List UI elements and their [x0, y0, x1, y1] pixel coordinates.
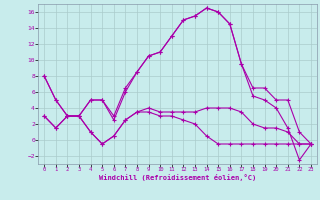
X-axis label: Windchill (Refroidissement éolien,°C): Windchill (Refroidissement éolien,°C) — [99, 174, 256, 181]
